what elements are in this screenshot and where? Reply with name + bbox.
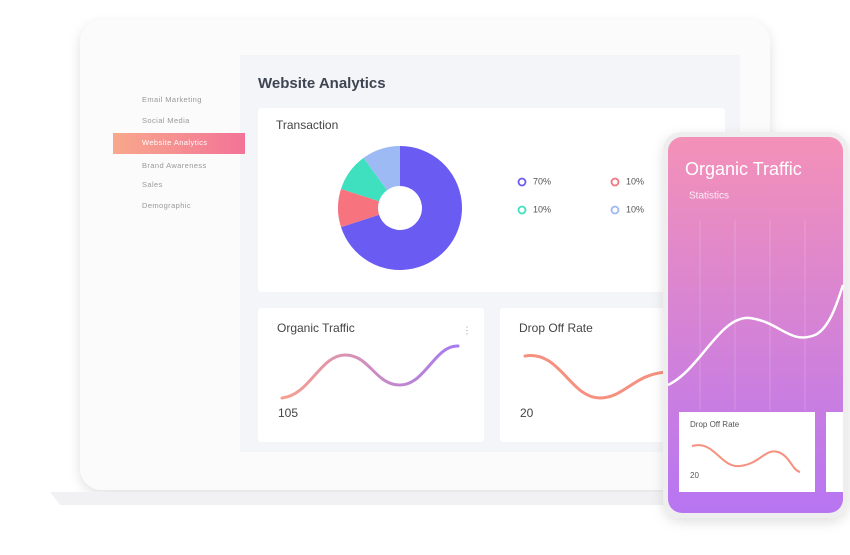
- phone-sparkline: [691, 444, 801, 473]
- sidebar-active: [113, 133, 245, 154]
- donut-chart: [337, 146, 462, 270]
- legend-label: 10%: [533, 204, 551, 214]
- sidebar-item[interactable]: Social Media: [142, 116, 190, 125]
- menu-icon[interactable]: ⋮: [462, 326, 472, 337]
- phone-card-title: Drop Off Rate: [690, 420, 740, 429]
- phone-card-partial: [826, 412, 843, 492]
- legend-label: 10%: [626, 176, 644, 186]
- legend-swatch: [517, 177, 527, 187]
- donut-segment: [363, 146, 400, 191]
- sidebar-item[interactable]: Sales: [142, 180, 163, 189]
- donut-segment: [337, 188, 380, 228]
- sidebar: Email Marketing Social Media Website Analy…: [142, 95, 207, 210]
- page-title: Website Analytics: [258, 75, 386, 92]
- phone-title: Organic Traffic: [685, 159, 802, 179]
- card-title: Drop Off Rate: [519, 321, 593, 335]
- legend-label: 10%: [626, 204, 644, 214]
- sidebar-item[interactable]: Demographic: [142, 201, 191, 210]
- sparkline: [280, 344, 460, 400]
- card-value: 105: [278, 406, 298, 420]
- donut-segment: [341, 146, 462, 270]
- legend: 70% 10% 10% 10%: [517, 176, 644, 215]
- card-value: 20: [520, 406, 534, 420]
- donut-segment: [341, 157, 388, 202]
- card: [258, 308, 484, 442]
- legend-swatch: [610, 205, 620, 215]
- legend-label: 70%: [533, 176, 551, 186]
- sidebar-item[interactable]: Brand Awareness: [142, 161, 207, 170]
- phone-card-value: 20: [690, 471, 699, 480]
- phone-card: [679, 412, 815, 492]
- legend-swatch: [517, 205, 527, 215]
- transaction-card: [258, 108, 725, 292]
- card-title: Organic Traffic: [277, 321, 355, 335]
- laptop-base: [50, 492, 800, 505]
- legend-swatch: [610, 177, 620, 187]
- sparkline: [523, 354, 672, 400]
- sidebar-item[interactable]: Email Marketing: [142, 95, 202, 104]
- sidebar-item[interactable]: Website Analytics: [142, 138, 207, 147]
- phone-subtitle: Statistics: [689, 191, 729, 202]
- phone-line: [667, 284, 845, 387]
- card-title: Transaction: [276, 118, 338, 132]
